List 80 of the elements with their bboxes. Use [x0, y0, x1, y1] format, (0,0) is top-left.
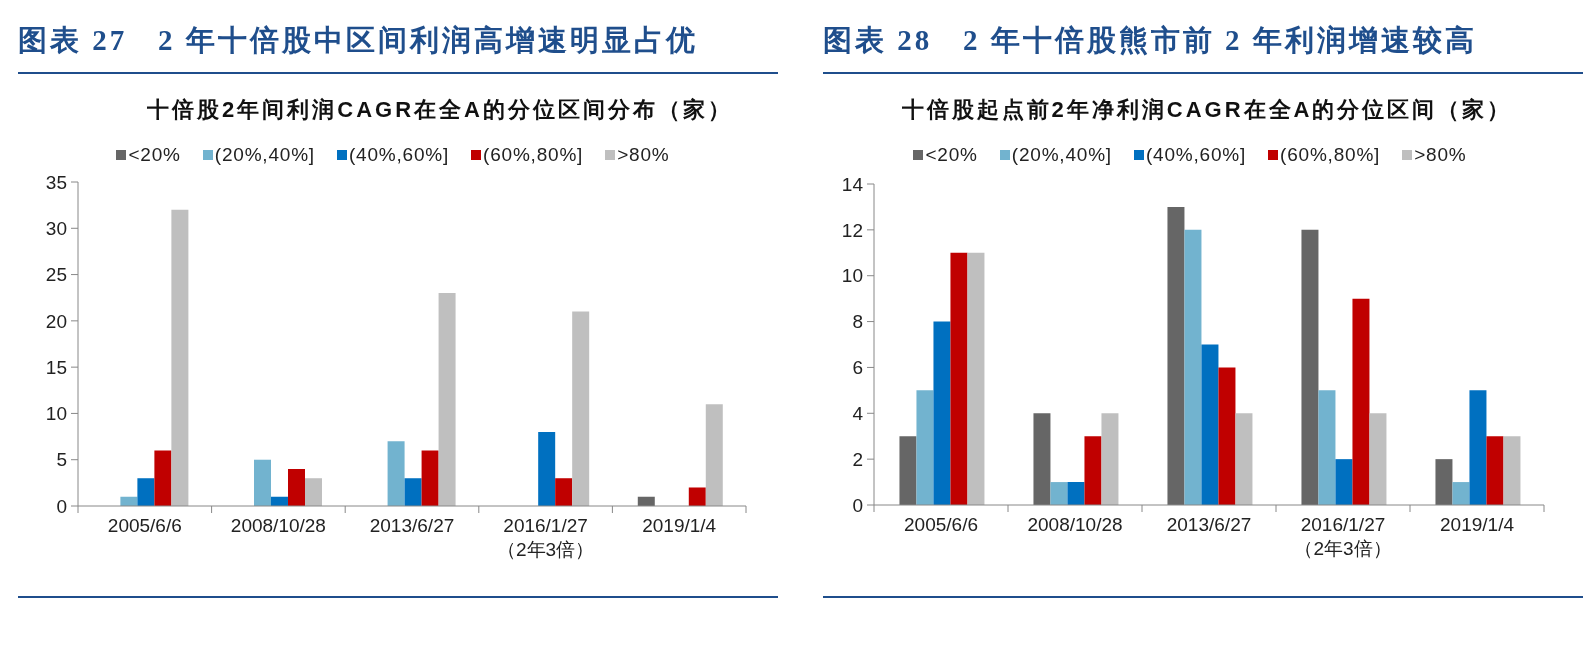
- y-tick-label: 10: [45, 403, 67, 425]
- x-tick-label: 2019/1/4: [1440, 514, 1515, 535]
- bar: [287, 468, 305, 506]
- x-tick-label: 2013/6/27: [369, 515, 455, 536]
- chart-title: 图表 28 2 年十倍股熊市前 2 年利润增速较高: [823, 23, 1477, 57]
- x-tick-label: 2016/1/27 （2年3倍）: [1294, 514, 1392, 559]
- bar: [1218, 367, 1236, 505]
- bar: [421, 450, 439, 506]
- bar: [1235, 413, 1253, 505]
- bar: [572, 311, 590, 506]
- bar: [1084, 436, 1102, 505]
- bar: [705, 404, 723, 506]
- legend-label: <20%: [925, 144, 978, 166]
- x-tick-label: 2005/6/6: [904, 514, 978, 535]
- x-tick-label: 2019/1/4: [642, 515, 717, 536]
- bar: [1050, 482, 1068, 505]
- y-tick-label: 0: [852, 494, 863, 516]
- bar: [1452, 482, 1470, 505]
- y-tick-label: 10: [841, 265, 863, 287]
- bar: [1435, 459, 1453, 505]
- chart-subtitle: 十倍股2年间利润CAGR在全A的分位区间分布（家）: [147, 97, 733, 122]
- legend-label: >80%: [1414, 144, 1467, 166]
- legend-label: (40%,60%]: [1145, 144, 1247, 166]
- bar: [1369, 413, 1387, 505]
- x-tick-label: 2013/6/27: [1166, 514, 1252, 535]
- chart-subtitle: 十倍股起点前2年净利润CAGR在全A的分位区间（家）: [901, 97, 1513, 122]
- bar: [1352, 298, 1370, 505]
- bar: [1335, 459, 1353, 505]
- legend-label: <20%: [128, 144, 181, 166]
- chart-title: 图表 27 2 年十倍股中区间利润高增速明显占优: [18, 23, 698, 57]
- bar: [1033, 413, 1051, 505]
- bar: [950, 252, 968, 505]
- bar: [253, 459, 271, 506]
- bar: [1067, 482, 1085, 505]
- y-tick-label: 5: [56, 449, 67, 471]
- bar: [154, 450, 172, 506]
- bar: [967, 252, 985, 505]
- legend-label: (60%,80%]: [483, 144, 584, 166]
- x-tick-label: 2008/10/28: [1027, 514, 1123, 535]
- legend-label: >80%: [617, 144, 670, 166]
- bar: [933, 321, 951, 505]
- bar: [171, 209, 189, 506]
- bar: [404, 478, 422, 506]
- y-tick-label: 12: [841, 219, 863, 241]
- bar: [1301, 229, 1319, 505]
- bar: [1318, 390, 1336, 505]
- legend-label: (40%,60%]: [348, 144, 450, 166]
- y-tick-label: 2: [852, 448, 863, 470]
- bar: [438, 293, 456, 506]
- y-tick-label: 6: [852, 357, 863, 379]
- bar: [137, 478, 155, 506]
- bar: [916, 390, 934, 505]
- bar: [1469, 390, 1487, 505]
- y-tick-label: 14: [841, 173, 864, 195]
- bar: [1101, 413, 1119, 505]
- x-tick-label: 2008/10/28: [230, 515, 326, 536]
- bar: [538, 431, 556, 506]
- y-tick-label: 20: [45, 310, 67, 332]
- y-tick-label: 30: [45, 218, 67, 240]
- y-tick-label: 25: [45, 264, 67, 286]
- legend-label: (60%,80%]: [1280, 144, 1381, 166]
- bar: [387, 441, 405, 506]
- y-tick-label: 35: [45, 171, 67, 193]
- y-tick-label: 15: [45, 356, 67, 378]
- bar: [688, 487, 706, 506]
- bar: [555, 478, 573, 506]
- bar: [1184, 229, 1202, 505]
- x-tick-label: 2005/6/6: [107, 515, 182, 536]
- bar: [1167, 206, 1185, 505]
- bar: [1503, 436, 1521, 505]
- x-tick-label: 2016/1/27 （2年3倍）: [497, 515, 595, 560]
- bar: [899, 436, 917, 505]
- y-tick-label: 8: [852, 311, 863, 333]
- legend-label: (20%,40%]: [1011, 144, 1112, 166]
- y-tick-label: 0: [56, 495, 67, 517]
- bar: [1201, 344, 1219, 505]
- bar: [304, 478, 322, 506]
- y-tick-label: 4: [852, 403, 864, 425]
- legend-label: (20%,40%]: [214, 144, 315, 166]
- bar: [1486, 436, 1504, 505]
